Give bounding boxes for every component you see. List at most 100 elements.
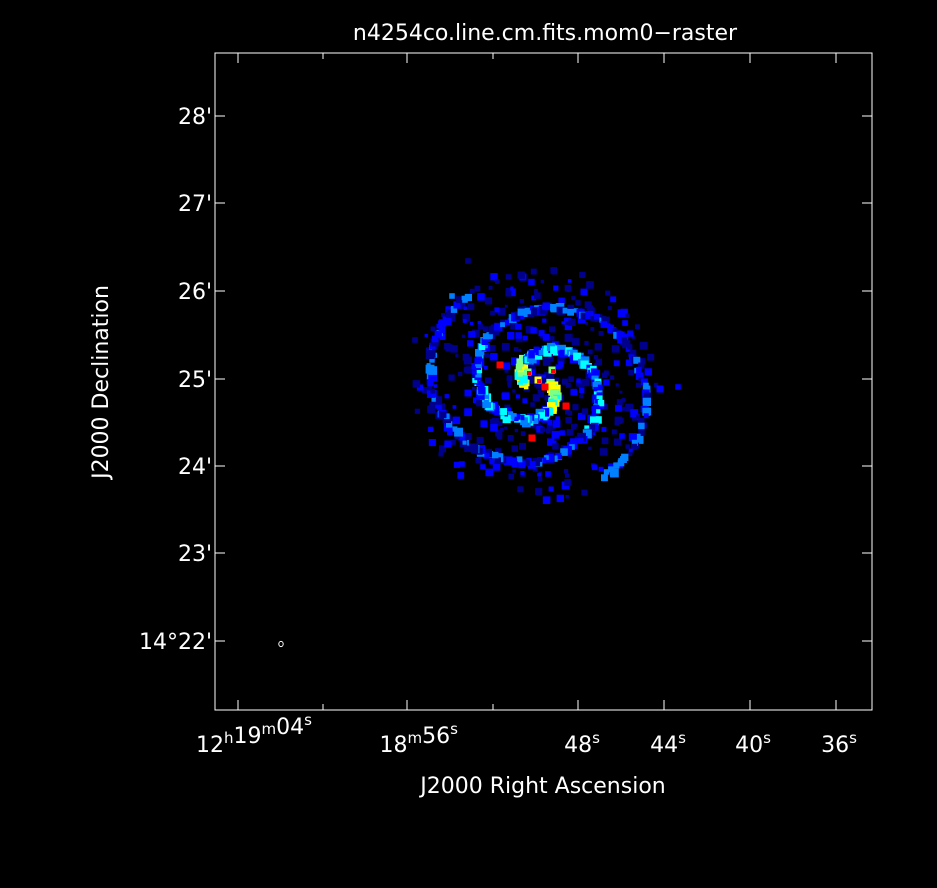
emission-pixel bbox=[579, 387, 585, 393]
emission-pixel bbox=[607, 470, 613, 475]
emission-pixel bbox=[564, 479, 572, 486]
emission-pixel bbox=[519, 335, 525, 341]
plot-title: n4254co.line.cm.fits.mom0−raster bbox=[353, 21, 738, 46]
emission-pixel bbox=[528, 369, 536, 376]
emission-pixel bbox=[414, 408, 420, 414]
emission-pixel bbox=[507, 381, 512, 386]
emission-pixel bbox=[514, 416, 519, 422]
emission-pixel bbox=[502, 415, 511, 424]
emission-pixel bbox=[505, 274, 512, 280]
emission-pixel bbox=[624, 313, 630, 318]
emission-pixel bbox=[609, 375, 615, 380]
emission-pixel bbox=[558, 297, 565, 304]
emission-pixel bbox=[601, 437, 609, 445]
emission-pixel bbox=[571, 296, 576, 301]
emission-pixel bbox=[547, 372, 552, 377]
x-axis-tick-labels: 12h19m04s 18m56s 48s 44s 40s 36s bbox=[196, 711, 857, 758]
emission-pixel bbox=[473, 397, 479, 404]
emission-pixel bbox=[450, 306, 458, 313]
emission-pixel bbox=[534, 352, 543, 360]
emission-pixel bbox=[424, 334, 428, 338]
emission-pixel bbox=[585, 321, 588, 325]
emission-pixel bbox=[427, 405, 436, 414]
emission-pixel bbox=[546, 428, 551, 433]
emission-pixel bbox=[519, 375, 528, 384]
emission-pixel bbox=[485, 337, 491, 343]
emission-pixel bbox=[469, 321, 473, 325]
emission-pixel bbox=[567, 453, 572, 457]
emission-pixel bbox=[565, 495, 569, 499]
emission-pixel bbox=[594, 362, 598, 366]
emission-pixel bbox=[584, 301, 592, 309]
emission-pixel bbox=[489, 345, 496, 352]
emission-pixel bbox=[462, 319, 467, 323]
emission-pixel bbox=[598, 466, 604, 472]
emission-pixel bbox=[510, 286, 514, 290]
emission-pixel bbox=[611, 429, 617, 435]
emission-pixel bbox=[592, 406, 600, 414]
emission-pixel bbox=[461, 431, 466, 436]
emission-pixel bbox=[484, 353, 490, 358]
emission-pixel bbox=[552, 440, 557, 445]
emission-pixel bbox=[597, 399, 605, 407]
emission-pixel bbox=[540, 426, 546, 432]
emission-pixel bbox=[511, 445, 518, 452]
emission-pixel bbox=[502, 392, 510, 400]
emission-pixel bbox=[457, 472, 465, 479]
emission-pixel bbox=[520, 417, 528, 426]
emission-pixel bbox=[550, 305, 558, 313]
emission-pixel bbox=[516, 456, 523, 463]
emission-pixel bbox=[515, 394, 521, 399]
emission-pixel bbox=[572, 404, 579, 411]
emission-pixel bbox=[483, 365, 488, 370]
emission-pixel bbox=[448, 374, 455, 381]
emission-pixel bbox=[596, 409, 601, 414]
x-tick-label: 18m56s bbox=[380, 720, 459, 758]
emission-pixel bbox=[508, 288, 516, 297]
emission-pixel bbox=[576, 378, 581, 383]
emission-pixel bbox=[612, 328, 617, 333]
emission-pixel bbox=[616, 399, 623, 406]
emission-pixel bbox=[441, 313, 446, 317]
emission-pixel bbox=[636, 366, 642, 373]
emission-pixel bbox=[483, 326, 489, 332]
emission-pixel bbox=[581, 378, 590, 387]
emission-pixel bbox=[519, 299, 524, 304]
emission-pixel bbox=[611, 345, 620, 353]
emission-pixel bbox=[528, 278, 535, 286]
emission-pixel bbox=[515, 323, 522, 330]
emission-pixel bbox=[538, 350, 544, 356]
emission-pixel bbox=[482, 333, 489, 340]
emission-pixel bbox=[573, 352, 581, 361]
emission-pixel bbox=[453, 301, 461, 309]
emission-pixel bbox=[428, 372, 438, 382]
emission-pixel bbox=[517, 486, 524, 493]
emission-pixel bbox=[426, 363, 431, 368]
emission-pixel bbox=[510, 322, 518, 330]
emission-pixel bbox=[565, 405, 569, 409]
emission-pixel bbox=[598, 331, 603, 335]
emission-pixel bbox=[519, 414, 525, 421]
emission-pixel bbox=[593, 369, 600, 377]
emission-pixel bbox=[601, 316, 610, 326]
emission-pixel bbox=[454, 434, 460, 440]
emission-pixel bbox=[464, 443, 473, 452]
emission-pixel bbox=[542, 496, 551, 504]
emission-pixel bbox=[445, 344, 453, 352]
x-tick-label: 40s bbox=[735, 729, 771, 758]
emission-pixel bbox=[539, 393, 544, 398]
emission-pixel bbox=[544, 394, 550, 401]
emission-pixel bbox=[463, 366, 470, 373]
emission-pixel bbox=[472, 329, 480, 338]
emission-pixel bbox=[600, 321, 608, 328]
emission-pixel bbox=[568, 376, 574, 382]
emission-pixel bbox=[587, 349, 593, 355]
emission-pixel bbox=[635, 324, 640, 330]
emission-pixel bbox=[561, 378, 568, 385]
emission-pixel bbox=[530, 377, 537, 383]
emission-pixel bbox=[524, 374, 533, 383]
emission-pixel bbox=[495, 429, 503, 437]
emission-pixel bbox=[439, 445, 446, 453]
emission-pixel bbox=[577, 438, 584, 444]
emission-pixel bbox=[537, 379, 541, 383]
